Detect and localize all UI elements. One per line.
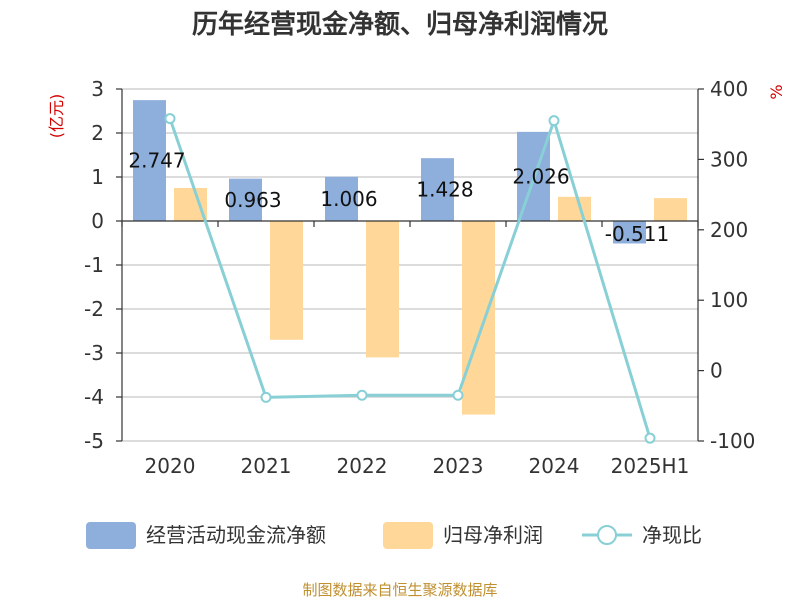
right-axis-unit: % <box>767 84 786 99</box>
ratio-point <box>548 115 560 127</box>
right-tick-label: 100 <box>710 288 748 312</box>
ratio-point <box>356 389 368 401</box>
legend-label: 经营活动现金流净额 <box>146 523 326 547</box>
left-tick-label: 1 <box>91 165 104 189</box>
legend-label: 净现比 <box>642 523 702 547</box>
bar-1 <box>613 221 646 244</box>
left-tick-label: -5 <box>84 429 104 453</box>
chart-title: 历年经营现金净额、归母净利润情况 <box>192 9 608 40</box>
ratio-point <box>164 113 176 125</box>
bar-2 <box>654 198 687 221</box>
bar-value-label: 2.026 <box>512 164 569 188</box>
category-label: 2022 <box>337 454 388 478</box>
category-label: 2025H1 <box>611 454 690 478</box>
left-tick-label: 0 <box>91 209 104 233</box>
bar-1 <box>325 176 358 221</box>
bar-2 <box>558 196 591 221</box>
bar-2 <box>174 188 207 221</box>
left-tick-label: 2 <box>91 121 104 145</box>
bar-value-label: -0.511 <box>605 222 669 246</box>
left-axis-unit: (亿元) <box>47 94 66 139</box>
bar-2 <box>462 221 495 415</box>
legend-swatch <box>86 522 136 549</box>
left-tick-label: -2 <box>84 297 104 321</box>
left-tick-label: -4 <box>84 385 104 409</box>
legend-item[interactable]: 归母净利润 <box>383 522 543 549</box>
data-labels: 2.747 0.963 1.006 1.428 2.026 -0.511 <box>128 149 669 247</box>
bar-1 <box>229 178 262 221</box>
right-tick-label: 200 <box>710 218 748 242</box>
legend-line-marker <box>597 525 617 545</box>
legend-swatch <box>383 522 433 549</box>
category-label: 2020 <box>145 454 196 478</box>
category-label: 2024 <box>529 454 580 478</box>
ratio-point <box>452 389 464 401</box>
bar-value-label: 0.963 <box>224 188 281 212</box>
left-tick-label: -3 <box>84 341 104 365</box>
bar-2 <box>270 221 303 340</box>
right-tick-label: 300 <box>710 147 748 171</box>
bar-value-label: 2.747 <box>128 149 185 173</box>
right-tick-label: 0 <box>710 359 723 383</box>
bar-value-label: 1.428 <box>416 178 473 202</box>
grid-lines <box>122 88 698 442</box>
tick-labels: 3 2 1 0 -1 -2 -3 -4 -5 400 300 200 100 0 -100 2020 2021 2… <box>84 77 755 478</box>
source-note: 制图数据来自恒生聚源数据库 <box>302 581 497 599</box>
axes <box>116 88 704 442</box>
legend[interactable]: 经营活动现金流净额 归母净利润 净现比 <box>86 522 702 549</box>
right-tick-label: -100 <box>710 429 755 453</box>
ratio-point <box>644 432 656 444</box>
ratio-point <box>260 391 272 403</box>
bar-1 <box>421 158 454 221</box>
legend-label: 归母净利润 <box>443 523 543 547</box>
left-tick-label: 3 <box>91 77 104 101</box>
bar-1 <box>133 100 166 221</box>
ratio-line-path <box>168 115 652 439</box>
ratio-line <box>164 113 656 444</box>
bar-value-label: 1.006 <box>320 187 377 211</box>
left-tick-label: -1 <box>84 253 104 277</box>
category-label: 2021 <box>241 454 292 478</box>
bars <box>133 100 687 415</box>
legend-item[interactable]: 净现比 <box>582 523 702 547</box>
category-label: 2023 <box>433 454 484 478</box>
bar-2 <box>366 221 399 358</box>
legend-item[interactable]: 经营活动现金流净额 <box>86 522 326 549</box>
right-tick-label: 400 <box>710 77 748 101</box>
